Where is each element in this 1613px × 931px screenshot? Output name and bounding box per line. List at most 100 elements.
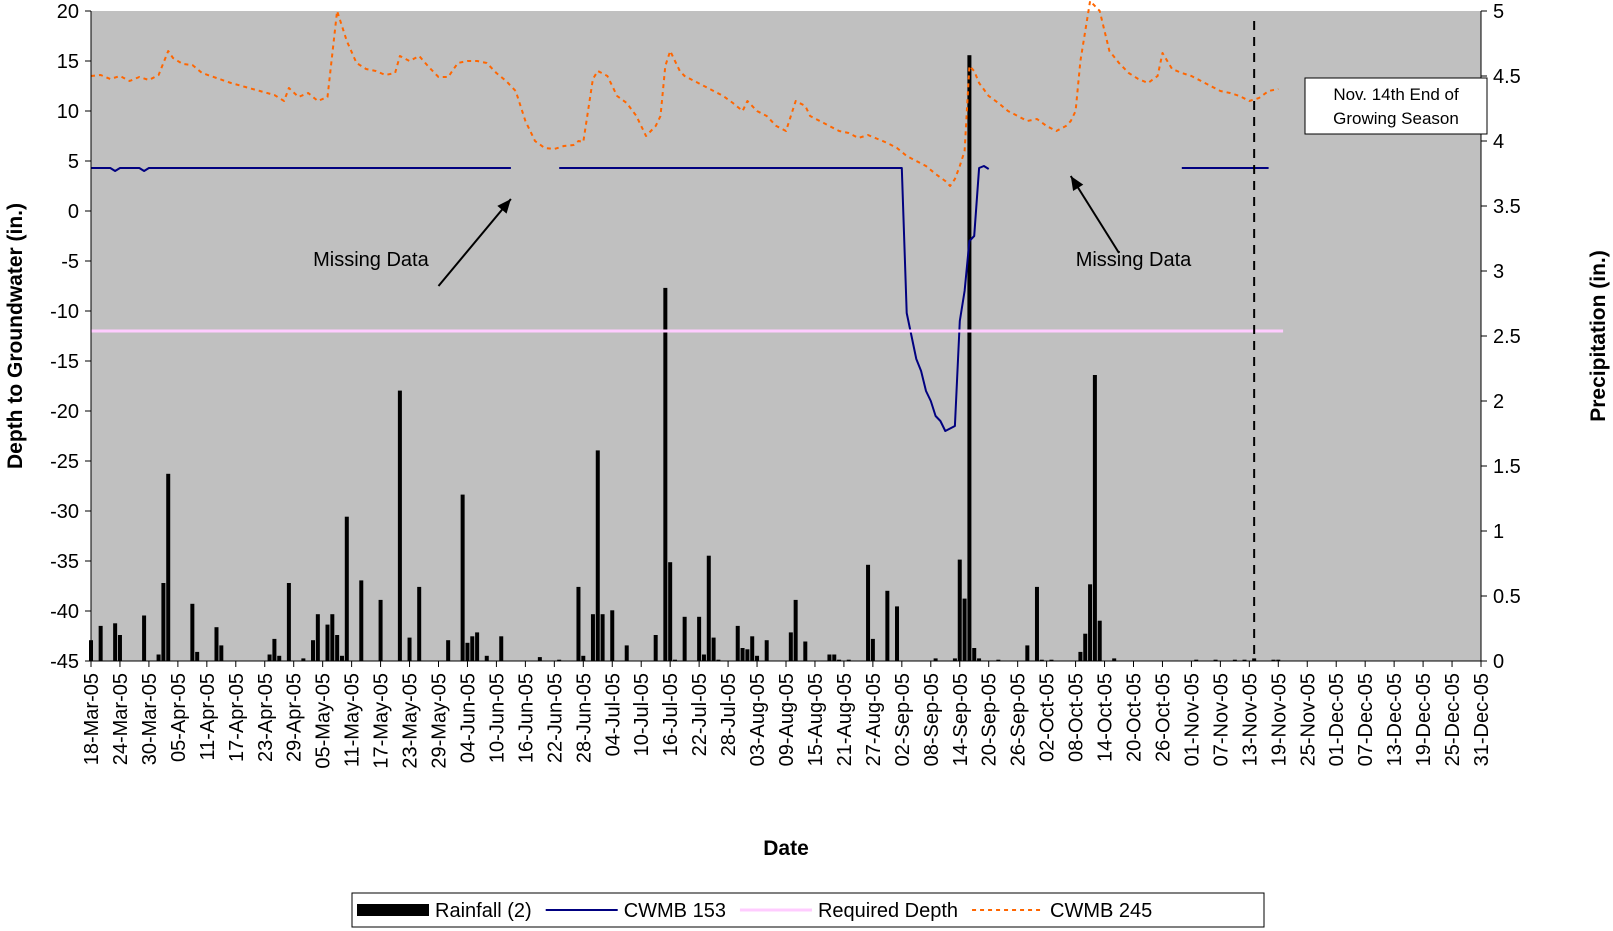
rainfall-bar xyxy=(407,637,412,661)
plot-area xyxy=(91,11,1481,661)
rainfall-bar xyxy=(866,564,871,661)
rainfall-bar xyxy=(325,624,330,661)
rainfall-bar xyxy=(933,658,938,661)
rainfall-bar xyxy=(113,623,118,661)
rainfall-bar xyxy=(277,655,282,661)
y-tick-label: 15 xyxy=(57,51,79,73)
x-tick-label: 17-Apr-05 xyxy=(226,673,248,762)
rainfall-bar xyxy=(1088,584,1093,661)
rainfall-bar xyxy=(1232,659,1237,661)
rainfall-bar xyxy=(330,614,335,661)
rainfall-bar xyxy=(672,659,677,661)
x-tick-label: 18-Mar-05 xyxy=(81,673,103,765)
rainfall-bar xyxy=(581,655,586,661)
rainfall-bar xyxy=(1271,659,1276,661)
rainfall-bar xyxy=(663,287,668,661)
rainfall-bar xyxy=(750,636,755,661)
x-tick-label: 01-Nov-05 xyxy=(1181,673,1203,766)
rainfall-bar xyxy=(460,494,465,661)
rainfall-bar xyxy=(214,627,219,661)
x-tick-label: 08-Sep-05 xyxy=(921,673,943,766)
rainfall-bar xyxy=(1083,633,1088,661)
x-tick-label: 02-Oct-05 xyxy=(1037,673,1059,762)
rainfall-bar xyxy=(335,635,340,661)
x-tick-label: 22-Jun-05 xyxy=(544,673,566,763)
rainfall-bar xyxy=(682,616,687,661)
x-tick-label: 20-Sep-05 xyxy=(979,673,1001,766)
x-tick-label: 23-May-05 xyxy=(400,673,422,769)
rainfall-bar xyxy=(755,655,760,661)
y-tick-label: -40 xyxy=(50,601,79,623)
rainfall-bar xyxy=(697,616,702,661)
x-tick-label: 13-Dec-05 xyxy=(1384,673,1406,766)
y2-axis-title: Precipitation (in.) xyxy=(1587,250,1610,422)
rainfall-bar xyxy=(286,583,291,661)
rainfall-bar xyxy=(600,614,605,661)
x-tick-label: 22-Jul-05 xyxy=(689,673,711,756)
x-tick-label: 17-May-05 xyxy=(371,673,393,769)
rainfall-bar xyxy=(1112,658,1117,661)
y-tick-label: 5 xyxy=(68,151,79,173)
x-tick-label: 16-Jun-05 xyxy=(515,673,537,763)
rainfall-bar xyxy=(1213,659,1218,661)
x-tick-label: 28-Jun-05 xyxy=(573,673,595,763)
y-tick-label: -45 xyxy=(50,651,79,673)
season-note-line-2: Growing Season xyxy=(1333,109,1459,128)
y-tick-label: 20 xyxy=(57,1,79,23)
rainfall-bar xyxy=(465,642,470,661)
season-note-line-1: Nov. 14th End of xyxy=(1333,85,1459,104)
rainfall-bar xyxy=(803,641,808,661)
rainfall-bar xyxy=(344,516,349,661)
rainfall-bar xyxy=(378,599,383,661)
x-tick-label: 29-May-05 xyxy=(429,673,451,769)
rainfall-bars xyxy=(89,55,1281,661)
rainfall-bar xyxy=(557,659,562,661)
cwmb-153-line xyxy=(559,165,990,432)
rainfall-bar xyxy=(1049,659,1054,661)
rainfall-bar xyxy=(996,659,1001,661)
y2-tick-label: 3.5 xyxy=(1493,196,1521,218)
rainfall-bar xyxy=(885,590,890,661)
rainfall-bar xyxy=(417,586,422,661)
rainfall-bar xyxy=(301,658,306,661)
x-tick-label: 10-Jul-05 xyxy=(631,673,653,756)
y2-tick-label: 2.5 xyxy=(1493,326,1521,348)
rainfall-bar xyxy=(161,583,166,661)
rainfall-bar xyxy=(499,636,504,661)
y-tick-label: -15 xyxy=(50,351,79,373)
y-tick-label: -30 xyxy=(50,501,79,523)
x-tick-label: 25-Dec-05 xyxy=(1442,673,1464,766)
x-tick-label: 07-Dec-05 xyxy=(1355,673,1377,766)
x-tick-label: 04-Jun-05 xyxy=(457,673,479,763)
missing-data-arrowhead xyxy=(497,199,511,214)
x-tick-label: 07-Nov-05 xyxy=(1210,673,1232,766)
x-tick-label: 20-Oct-05 xyxy=(1124,673,1146,762)
cwmb-153-line xyxy=(91,167,511,172)
x-tick-label: 28-Jul-05 xyxy=(718,673,740,756)
rainfall-bar xyxy=(1025,645,1030,661)
missing-data-arrowhead xyxy=(1070,176,1084,192)
x-tick-label: 11-Apr-05 xyxy=(197,673,219,760)
rainfall-bar xyxy=(952,658,957,661)
x-tick-label: 03-Aug-05 xyxy=(747,673,769,766)
legend-label: CWMB 153 xyxy=(624,900,726,922)
season-note-box xyxy=(1304,77,1488,135)
y2-tick-label: 3 xyxy=(1493,261,1504,283)
rainfall-bar xyxy=(788,632,793,661)
x-tick-label: 13-Nov-05 xyxy=(1239,673,1261,766)
y2-tick-label: 4 xyxy=(1493,131,1504,153)
rainfall-bar xyxy=(1034,586,1039,661)
missing-data-arrow xyxy=(437,198,512,287)
x-tick-label: 26-Oct-05 xyxy=(1152,673,1174,762)
x-tick-label: 24-Mar-05 xyxy=(110,673,132,765)
rainfall-bar xyxy=(740,648,745,661)
y2-tick-label: 0 xyxy=(1493,651,1504,673)
rainfall-bar xyxy=(832,654,837,661)
rainfall-bar xyxy=(156,654,161,661)
rainfall-bar xyxy=(470,636,475,661)
x-tick-label: 14-Sep-05 xyxy=(950,673,972,766)
annotations: Missing Data Missing Data xyxy=(313,21,1256,661)
x-tick-label: 27-Aug-05 xyxy=(863,673,885,766)
rainfall-bar xyxy=(98,625,103,661)
rainfall-bar xyxy=(166,473,171,661)
